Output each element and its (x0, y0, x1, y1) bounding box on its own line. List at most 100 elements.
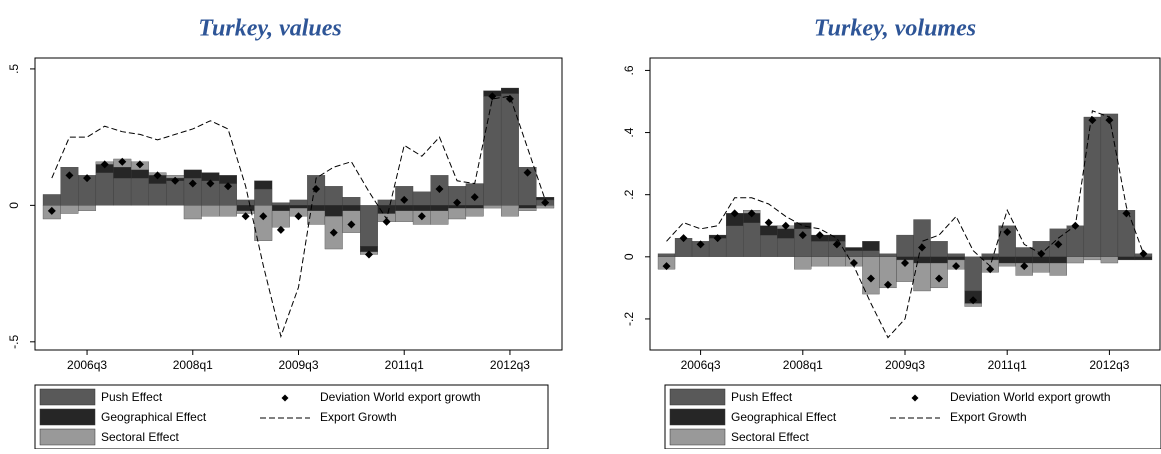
x-tick-label: 2009q3 (885, 358, 925, 372)
diamond-marker (1088, 116, 1097, 125)
bar-segment (896, 234, 914, 257)
chart-title: Turkey, volumes (814, 16, 976, 42)
bar-segment (113, 177, 132, 206)
bar-segment (743, 222, 761, 257)
bar-segment (998, 262, 1016, 267)
diamond-marker (400, 195, 409, 204)
diamond-marker (523, 168, 532, 177)
diamond-marker (188, 179, 197, 188)
diamond-marker (1003, 227, 1012, 236)
diamond-marker (815, 231, 824, 240)
bar-segment (271, 205, 290, 211)
diamond-marker (1105, 116, 1114, 125)
bar-segment (828, 256, 846, 267)
bar-segment (236, 205, 255, 211)
bar-segment (1015, 247, 1033, 257)
bar-segment (95, 172, 114, 206)
chart-title: Turkey, values (198, 16, 342, 42)
diamond-marker (47, 206, 56, 215)
diamond-marker (935, 274, 944, 283)
bar-segment (60, 205, 79, 214)
line (51, 95, 546, 339)
diamond-marker (276, 225, 285, 234)
y-tick-label: .4 (622, 127, 636, 137)
diamond-marker (764, 218, 773, 227)
bar-segment (1066, 256, 1085, 264)
diamond-marker (1139, 249, 1148, 258)
diamond-marker (118, 157, 127, 166)
legend-label: Geographical Effect (101, 410, 207, 424)
legend-label: Export Growth (320, 410, 397, 424)
y-tick-label: 0 (622, 253, 636, 260)
bar-segment (1117, 256, 1136, 261)
x-tick-label: 2011q1 (988, 358, 1027, 372)
diamond-marker (470, 193, 479, 202)
bar-segment (395, 205, 414, 211)
bar-segment (1049, 262, 1067, 276)
diamond-marker (453, 198, 462, 207)
diamond-marker (382, 217, 391, 226)
y-tick-label: .5 (7, 64, 21, 74)
bar-segment (78, 205, 97, 211)
bar-segment (879, 253, 897, 257)
diamond-marker (1122, 209, 1131, 218)
diamond-marker (798, 231, 807, 240)
bar-segment (148, 183, 167, 206)
bar-segment (1083, 116, 1102, 257)
bar-segment (862, 241, 880, 251)
diamond-marker (259, 212, 268, 221)
x-tick-label: 2012q3 (490, 358, 530, 372)
bar-segment (113, 167, 132, 179)
diamond-marker (781, 221, 790, 230)
bar-segment (777, 228, 795, 239)
diamond-marker (1054, 240, 1063, 249)
legend-swatch (669, 428, 726, 446)
diamond-marker (241, 212, 250, 221)
bar-segment (657, 253, 676, 257)
legend-label: Export Growth (950, 410, 1027, 424)
bar-segment (1100, 113, 1119, 257)
bar-segment (201, 205, 220, 217)
diamond-marker (866, 274, 875, 283)
diamond-marker (224, 182, 233, 191)
legend-swatch (669, 388, 726, 406)
bar-segment (254, 205, 273, 241)
bar-segment (1100, 256, 1119, 264)
plot-frame (649, 57, 1161, 351)
legend-label: Sectoral Effect (731, 430, 809, 444)
bar-segment (500, 87, 519, 94)
bar-segment (913, 262, 931, 292)
diamond-marker (1020, 262, 1029, 271)
y-tick-label: .6 (622, 65, 636, 75)
x-tick-label: 2011q1 (385, 358, 424, 372)
bar-segment (430, 210, 449, 225)
bar-segment (183, 205, 202, 220)
y-tick-label: -.5 (7, 334, 21, 348)
bar-segment (395, 210, 414, 222)
bar-segment (448, 207, 467, 220)
diamond-marker (969, 296, 978, 305)
bar-segment (518, 207, 537, 211)
diamond-marker (65, 171, 74, 180)
bar-segment (483, 96, 502, 206)
bar-segment (500, 205, 519, 217)
bar-segment (271, 202, 290, 206)
legend-swatch (39, 408, 96, 426)
diamond-marker (83, 174, 92, 183)
bar-segment (342, 197, 361, 206)
bar-segment (828, 234, 846, 242)
legend-marker (911, 394, 919, 402)
bar-segment (183, 169, 202, 179)
bar-segment (236, 199, 255, 206)
bar-segment (271, 210, 290, 228)
y-tick-label: -.2 (622, 312, 636, 326)
bar-segment (342, 205, 361, 211)
diamond-marker (100, 160, 109, 169)
bar-segment (518, 205, 537, 209)
bar-segment (760, 234, 778, 257)
bar-segment (42, 194, 61, 206)
diamond-marker (679, 234, 688, 243)
bar-segment (324, 205, 343, 217)
diamond-marker (952, 262, 961, 271)
bar-segment (324, 186, 343, 206)
